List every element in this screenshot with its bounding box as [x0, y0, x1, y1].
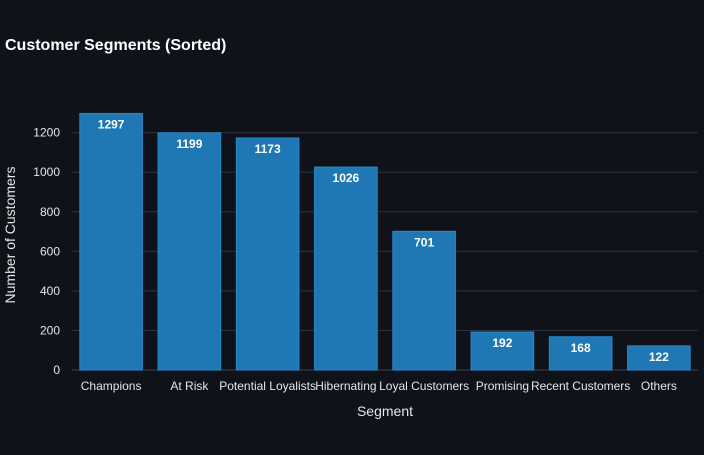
x-tick-label: Hibernating — [315, 379, 376, 393]
x-tick-label: Promising — [476, 379, 529, 393]
y-tick-label: 600 — [40, 244, 60, 258]
bar — [235, 137, 300, 371]
bar-value-label: 192 — [492, 336, 512, 350]
bar — [392, 230, 456, 371]
x-tick-label: At Risk — [170, 379, 209, 393]
y-axis-title: Number of Customers — [2, 167, 18, 304]
x-tick-label: Others — [641, 379, 677, 393]
y-tick-label: 400 — [40, 284, 60, 298]
y-tick-label: 0 — [53, 363, 60, 377]
bar-value-label: 1173 — [255, 142, 281, 156]
x-axis-title: Segment — [357, 403, 413, 419]
bar-value-label: 1026 — [333, 171, 360, 185]
x-tick-label: Potential Loyalists — [219, 379, 316, 393]
y-axis-ticks: 0 200 400 600 800 1000 1200 — [33, 126, 60, 377]
bar-value-labels: 1297 1199 1173 1026 701 192 168 122 — [98, 117, 669, 363]
bar-value-label: 168 — [571, 341, 591, 355]
bars — [79, 112, 691, 371]
x-tick-label: Recent Customers — [531, 379, 630, 393]
y-tick-label: 1000 — [33, 165, 60, 179]
bar-value-label: 701 — [414, 235, 434, 249]
x-tick-label: Champions — [81, 379, 142, 393]
bar-value-label: 1297 — [98, 117, 125, 131]
bar — [627, 345, 691, 371]
bar — [157, 132, 222, 371]
bar — [79, 112, 143, 371]
bar-value-label: 1199 — [176, 137, 202, 151]
y-tick-label: 200 — [40, 323, 60, 337]
bar — [548, 336, 613, 371]
bar — [470, 331, 535, 371]
y-tick-label: 1200 — [33, 126, 60, 140]
chart-title: Customer Segments (Sorted) — [5, 37, 226, 54]
x-axis-ticks: Champions At Risk Potential Loyalists Hiber… — [81, 379, 677, 393]
bar — [314, 166, 378, 371]
bar-value-label: 122 — [649, 350, 669, 364]
x-tick-label: Loyal Customers — [379, 379, 469, 393]
y-tick-label: 800 — [40, 205, 60, 219]
